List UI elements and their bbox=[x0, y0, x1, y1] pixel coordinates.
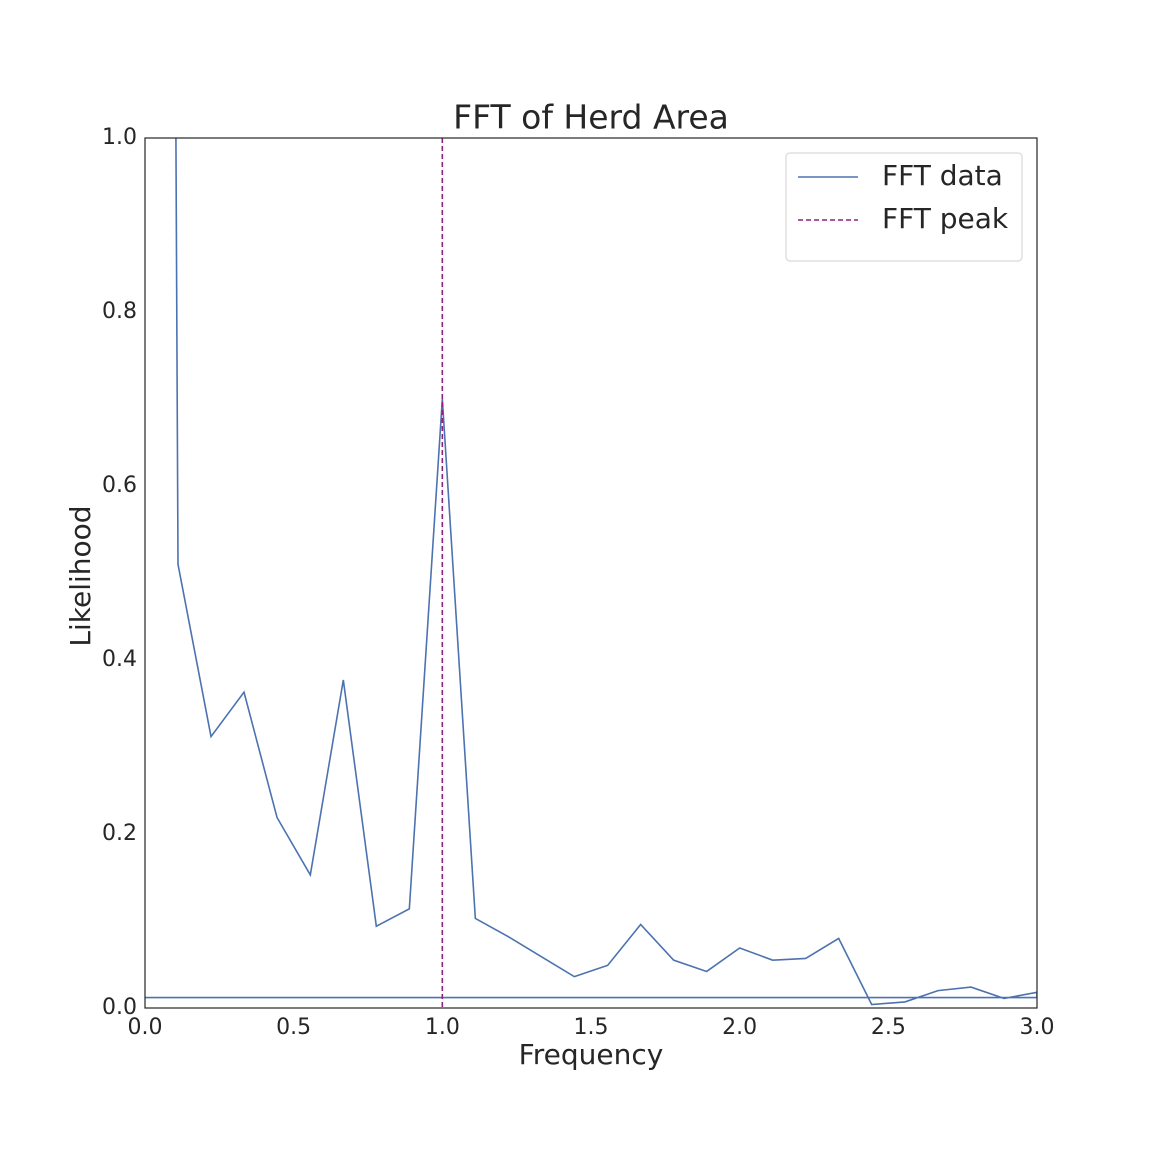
x-tick-label: 3.0 bbox=[1020, 1015, 1055, 1040]
y-tick-label: 1.0 bbox=[102, 125, 137, 150]
x-tick-label: 1.5 bbox=[574, 1015, 609, 1040]
x-tick-label: 0.5 bbox=[276, 1015, 311, 1040]
y-tick-label: 0.0 bbox=[102, 995, 137, 1020]
legend-box bbox=[785, 152, 1023, 262]
data-line bbox=[145, 138, 1037, 1006]
x-tick-label: 1.0 bbox=[425, 1015, 460, 1040]
axes-frame bbox=[144, 137, 1038, 1009]
legend-label: FFT data bbox=[882, 159, 1003, 192]
y-tick-label: 0.6 bbox=[102, 473, 137, 498]
y-axis-label: Likelihood bbox=[64, 505, 97, 646]
y-tick-label: 0.4 bbox=[102, 647, 137, 672]
x-tick-label: 2.0 bbox=[722, 1015, 757, 1040]
y-tick-label: 0.8 bbox=[102, 299, 137, 324]
legend-label: FFT peak bbox=[882, 202, 1009, 235]
x-axis-label: Frequency bbox=[519, 1038, 664, 1071]
x-tick-label: 2.5 bbox=[871, 1015, 906, 1040]
chart-title: FFT of Herd Area bbox=[453, 98, 729, 137]
x-tick-label: 0.0 bbox=[128, 1015, 163, 1040]
plot-area bbox=[145, 138, 1037, 1008]
y-tick-label: 0.2 bbox=[102, 821, 137, 846]
